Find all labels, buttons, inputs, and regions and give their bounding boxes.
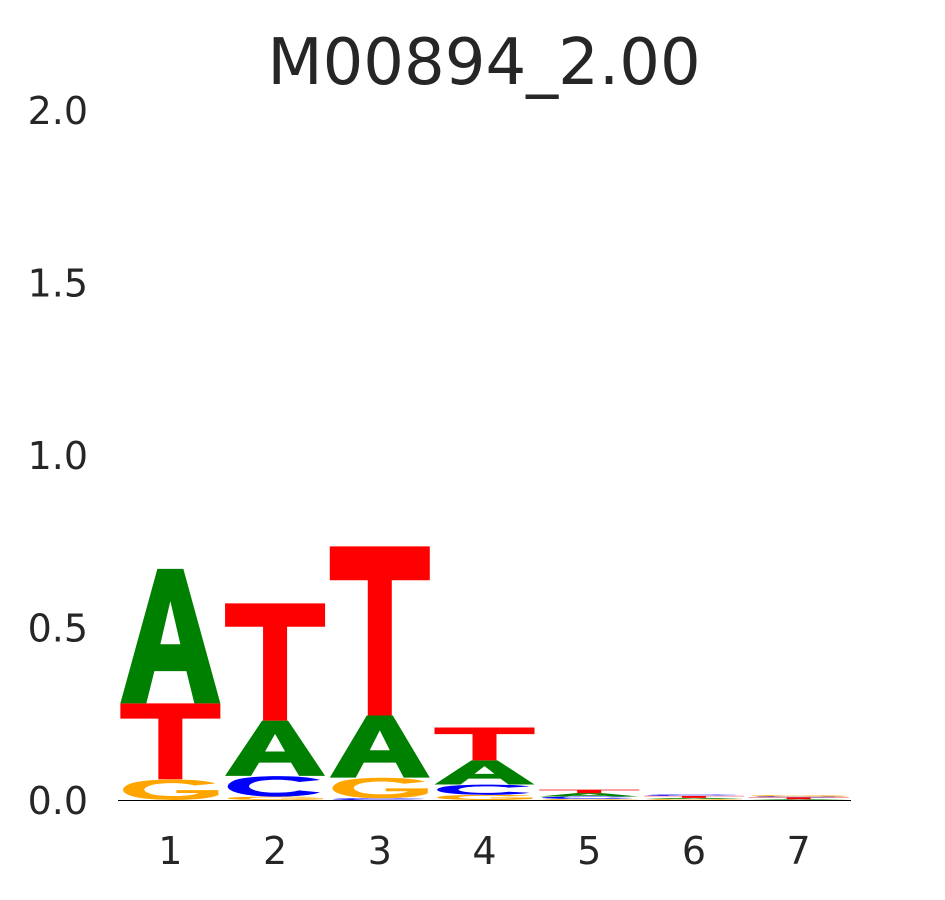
logo-letter-a — [120, 568, 221, 704]
logo-letter-c — [541, 796, 635, 799]
logo-letter-a — [329, 715, 430, 778]
logo-letter-a — [643, 797, 744, 799]
x-tick-label: 4 — [472, 829, 496, 873]
chart-title: M00894_2.00 — [267, 26, 700, 100]
logo-letter-g — [541, 798, 638, 801]
x-tick-label: 6 — [682, 829, 706, 873]
logo-letter-t — [329, 546, 430, 716]
logo-letter-a — [539, 793, 640, 797]
y-tick-label: 0.5 — [28, 607, 88, 651]
y-tick-label: 2.0 — [28, 89, 88, 133]
logo-letter-g — [437, 794, 533, 801]
x-axis: 1 2 3 4 5 6 7 — [158, 829, 810, 873]
logo-letter-t — [748, 797, 849, 800]
x-tick-label: 2 — [263, 829, 287, 873]
y-tick-label: 1.5 — [28, 262, 88, 306]
logo-letter-c — [437, 784, 530, 795]
logo-letter-a — [434, 760, 535, 785]
x-tick-label: 5 — [577, 829, 601, 873]
logo-letter-t — [539, 789, 640, 794]
logo-letter-t — [225, 603, 326, 721]
logo-letter-a — [225, 720, 326, 776]
logo-letter-g — [123, 779, 219, 801]
logo-letter-c — [227, 776, 321, 797]
x-tick-label: 3 — [368, 829, 392, 873]
y-tick-label: 0.0 — [28, 779, 88, 823]
x-tick-label: 1 — [158, 829, 182, 873]
y-tick-label: 1.0 — [28, 434, 88, 478]
logo-letter-a — [748, 799, 849, 800]
logo-letter-t — [643, 795, 744, 798]
y-axis: 0.0 0.5 1.0 1.5 2.0 — [28, 89, 88, 823]
logo-letter-c — [332, 798, 425, 801]
logo-letter-g — [751, 795, 847, 797]
logo-letter-t — [120, 703, 221, 780]
logo-letter-t — [434, 727, 535, 761]
logo-letter-g — [332, 777, 428, 799]
logo-letter-c — [751, 796, 844, 798]
x-tick-label: 7 — [787, 829, 811, 873]
logo-letter-c — [646, 794, 739, 796]
logo-letter-g — [646, 798, 742, 801]
logo-stacks — [120, 546, 849, 801]
logo-letter-g — [227, 796, 324, 801]
